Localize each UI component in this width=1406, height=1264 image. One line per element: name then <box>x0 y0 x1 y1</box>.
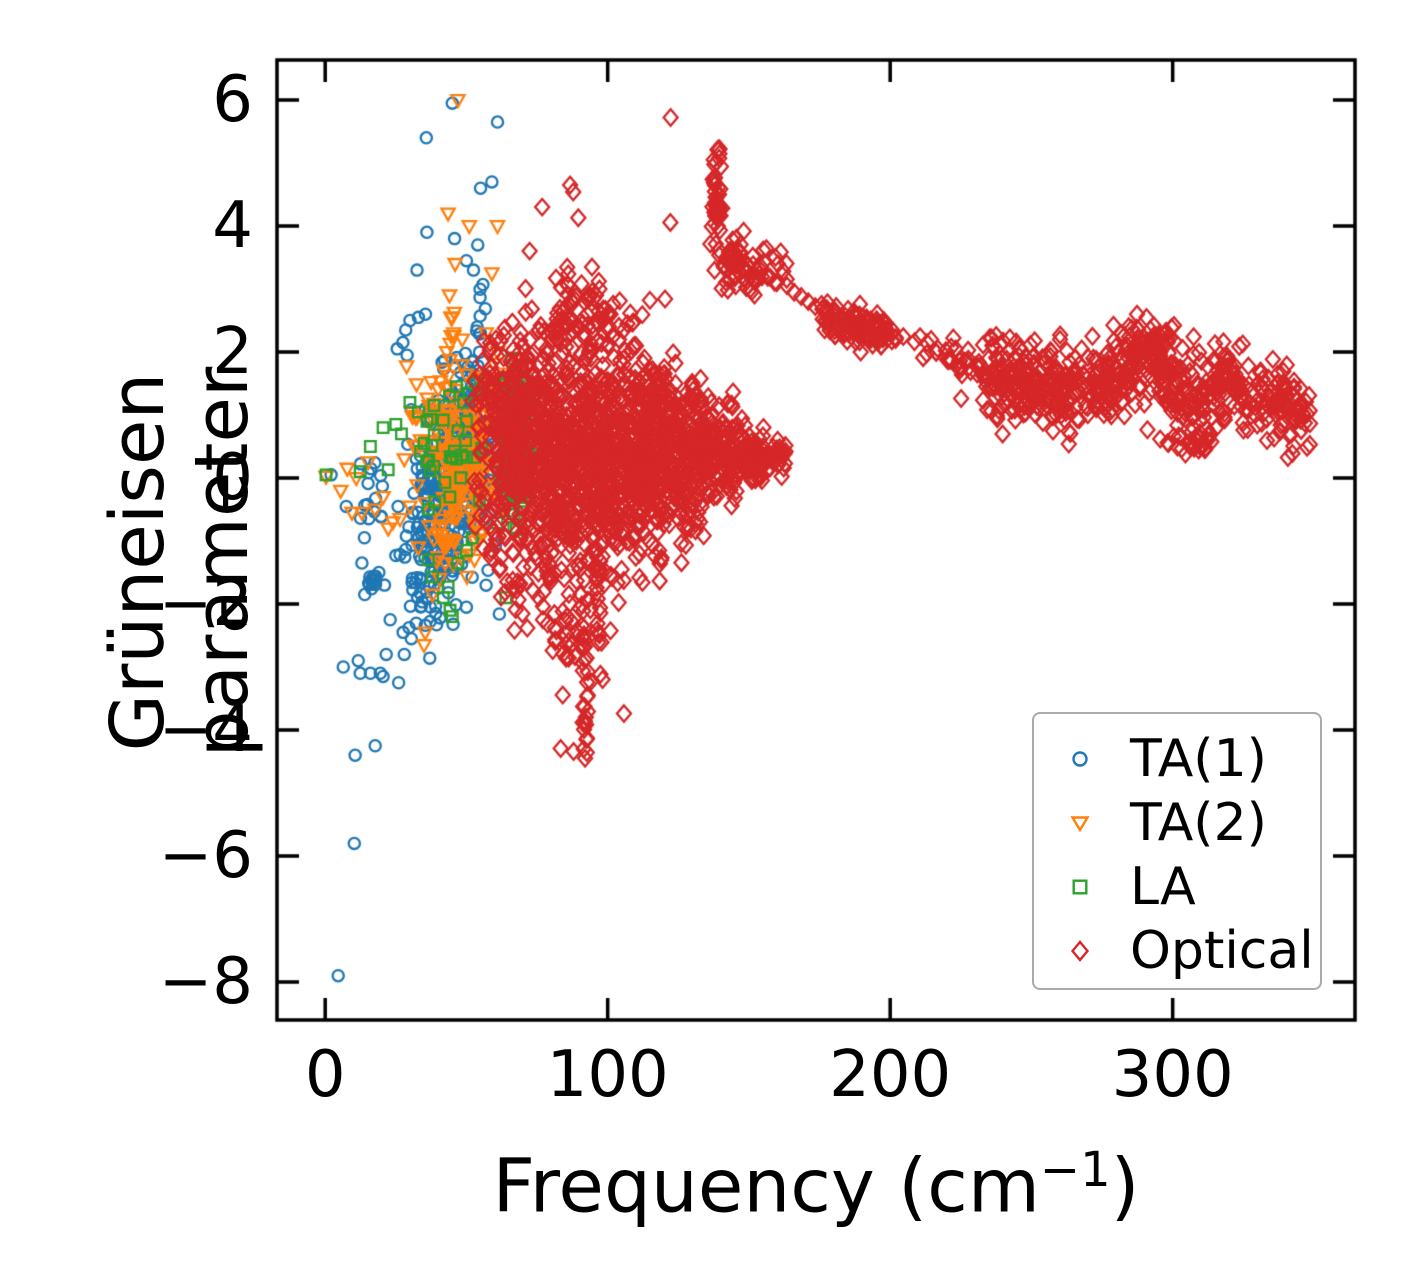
x-tick-label: 100 <box>546 1038 669 1112</box>
legend-item: TA(1) <box>1060 727 1320 791</box>
square-marker-icon <box>1072 879 1088 895</box>
circle-marker-icon <box>1072 751 1088 767</box>
legend-item: Optical <box>1060 919 1320 983</box>
legend-label: TA(1) <box>1130 729 1267 789</box>
x-axis-label-suffix: ) <box>1110 1143 1140 1230</box>
legend-label: LA <box>1130 857 1196 917</box>
y-tick-label: −8 <box>158 945 253 1019</box>
x-axis-label-superscript: −1 <box>1039 1142 1111 1198</box>
legend-item: LA <box>1060 855 1320 919</box>
y-tick-label: 6 <box>212 63 253 137</box>
y-tick-label: 4 <box>212 189 253 263</box>
y-tick-label: 2 <box>212 315 253 389</box>
legend: TA(1) TA(2) LA Optical <box>1032 712 1322 990</box>
legend-label: TA(2) <box>1130 793 1267 853</box>
x-tick-label: 0 <box>304 1038 346 1112</box>
x-tick-label: 200 <box>829 1038 952 1112</box>
triangle-down-marker-icon <box>1070 816 1090 833</box>
x-tick-label: 300 <box>1111 1038 1234 1112</box>
y-tick-label: 0 <box>212 441 253 515</box>
y-tick-label: −2 <box>158 567 253 641</box>
legend-label: Optical <box>1130 921 1314 981</box>
x-axis-label: Frequency (cm−1) <box>416 1128 1216 1229</box>
y-tick-label: −6 <box>158 819 253 893</box>
x-axis-label-text: Frequency (cm <box>492 1143 1040 1230</box>
legend-item: TA(2) <box>1060 791 1320 855</box>
diamond-marker-icon <box>1070 940 1090 962</box>
y-tick-label: −4 <box>158 693 253 767</box>
